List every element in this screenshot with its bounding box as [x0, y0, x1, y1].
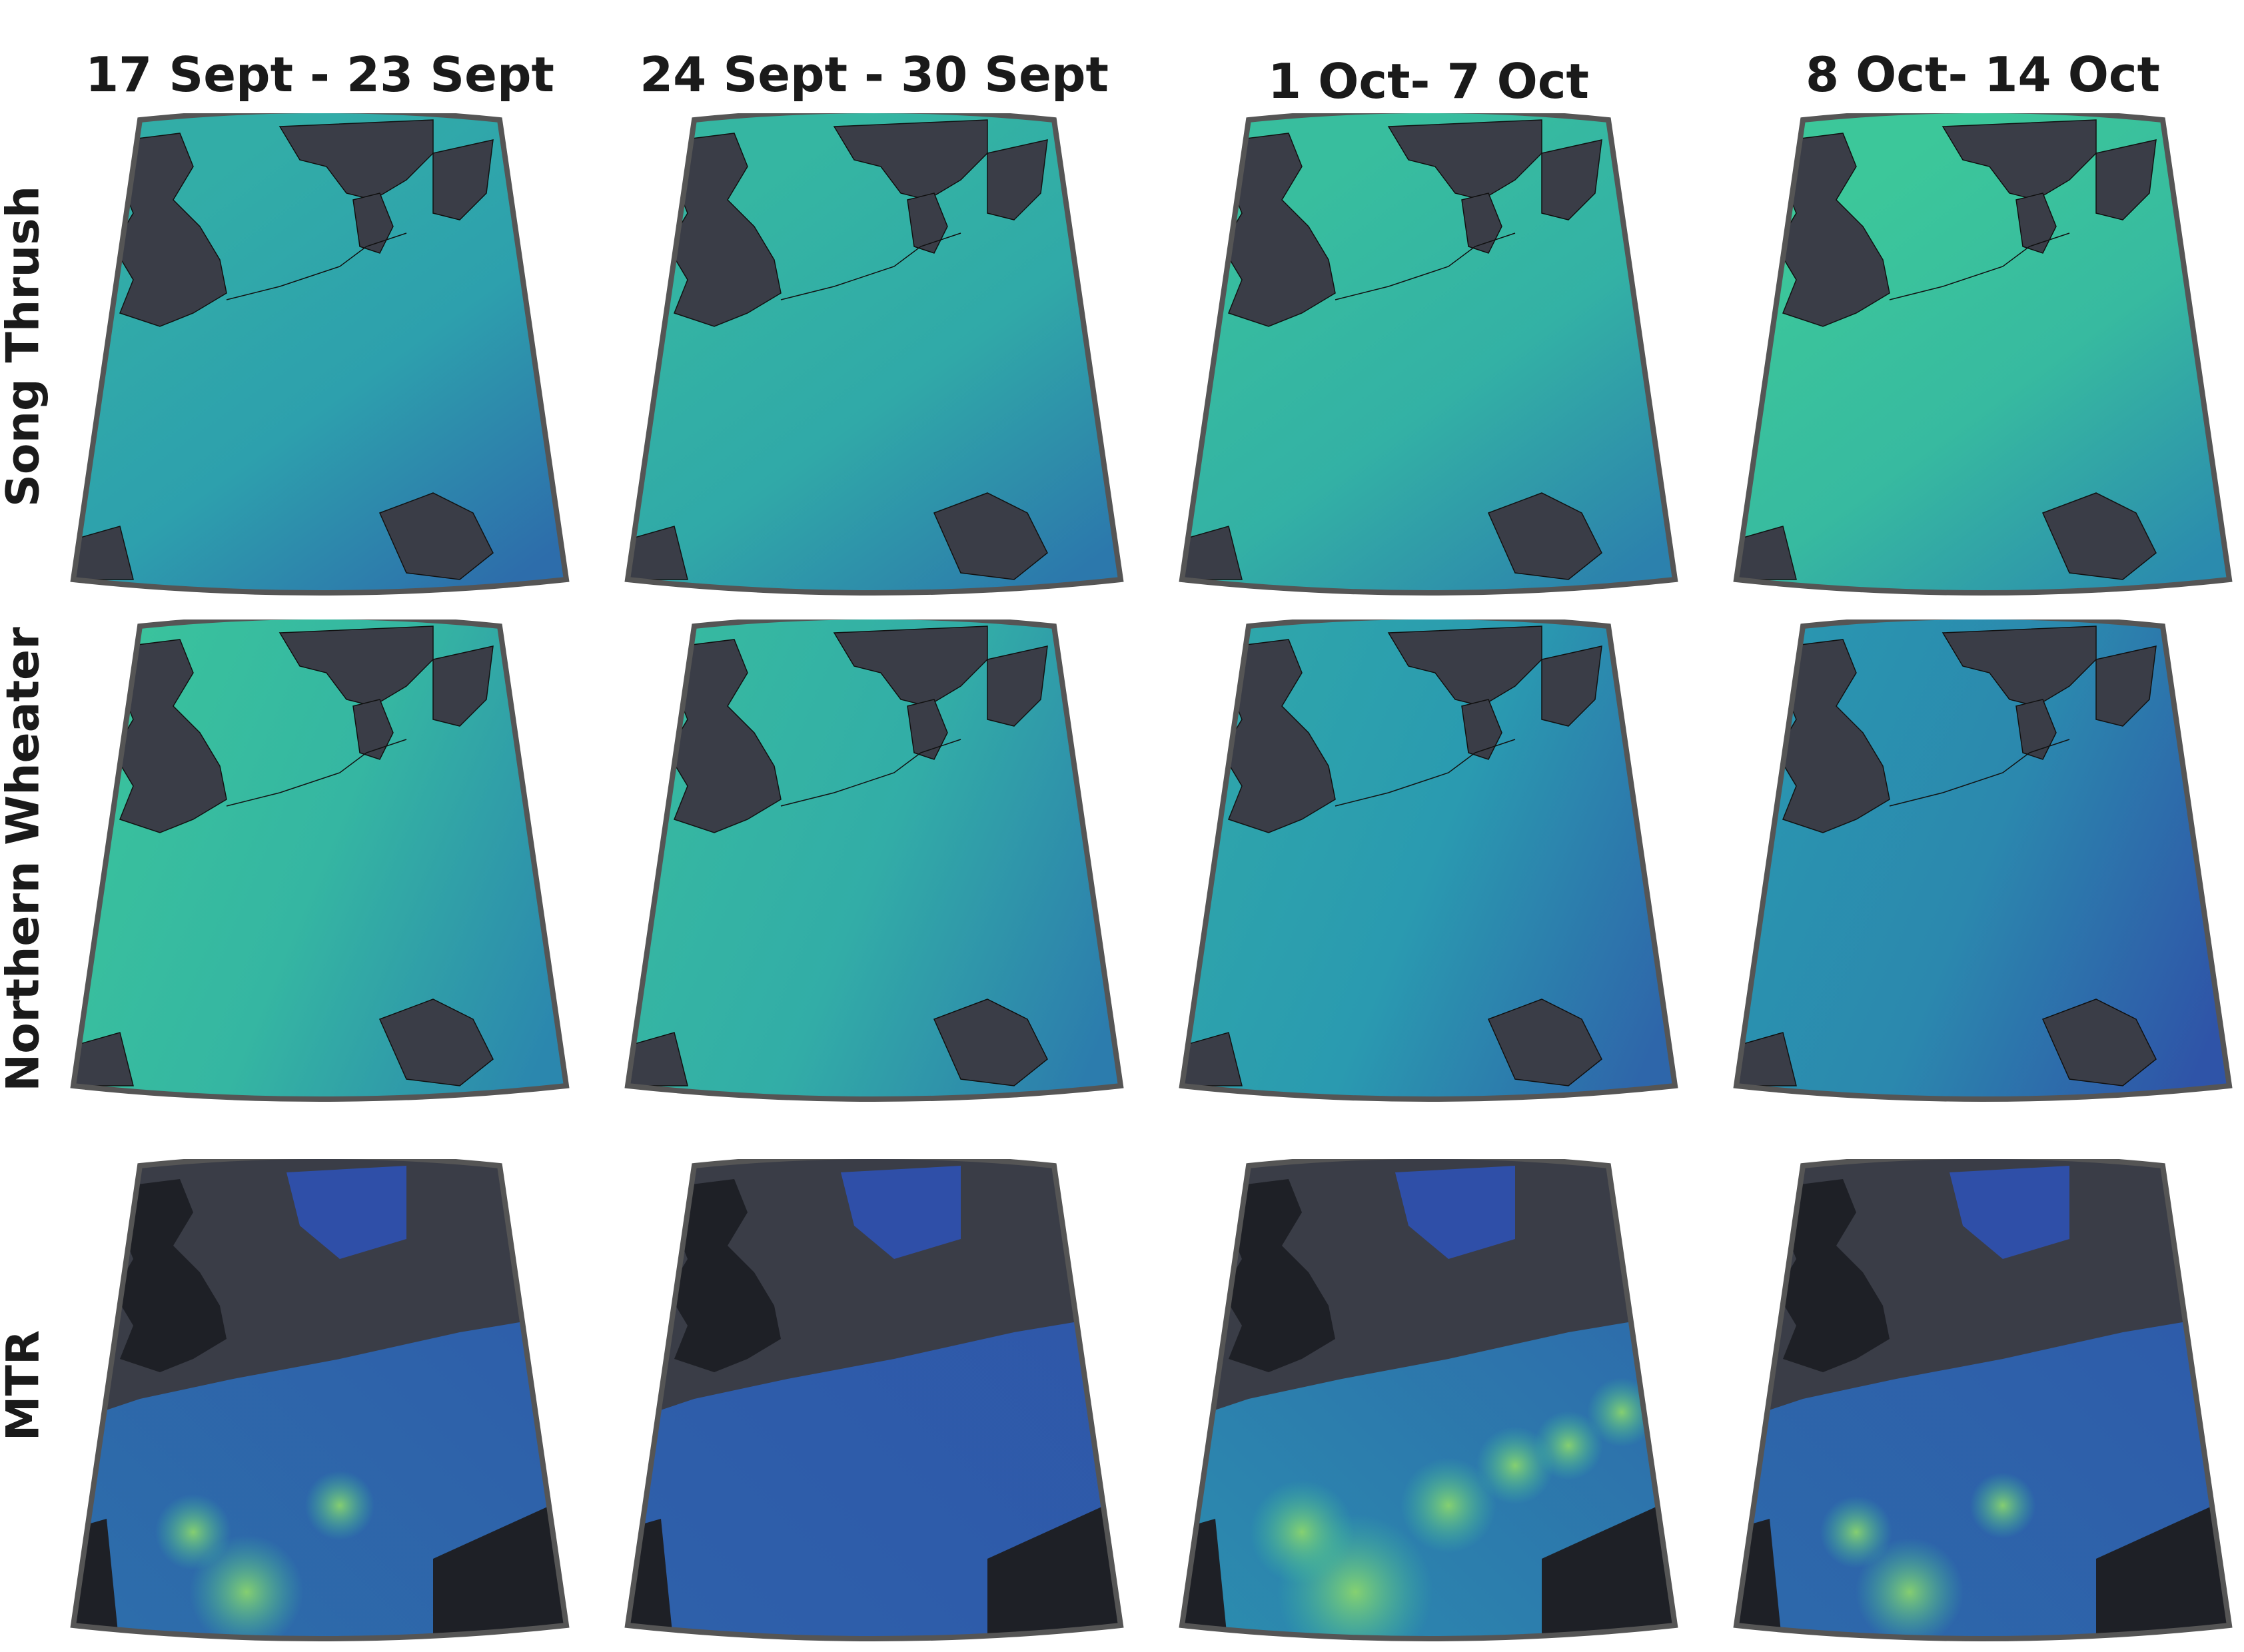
map-panel [1723, 620, 2243, 1112]
sea-region [1950, 1166, 2069, 1259]
hotspot [1820, 1496, 1892, 1568]
land-mask [1741, 705, 1784, 787]
land-mask [1741, 199, 1784, 280]
map-svg [1179, 1159, 1678, 1641]
map-svg [624, 620, 1124, 1102]
land-mask [1541, 139, 1602, 220]
map-frame [1179, 113, 1678, 596]
land-mask [78, 199, 121, 280]
land-mask [1182, 1032, 1243, 1086]
coastline [780, 232, 961, 300]
land-silhouette [1222, 1179, 1335, 1372]
land-mask [1487, 492, 1602, 580]
hotspot [1969, 1472, 2036, 1539]
land-mask [987, 139, 1048, 220]
map-panel [60, 620, 580, 1112]
land-mask [1487, 999, 1602, 1086]
map-svg [1179, 620, 1678, 1102]
column-title: 17 Sept - 23 Sept [85, 47, 554, 103]
map-frame [1733, 113, 2233, 596]
land-mask [2041, 999, 2157, 1086]
land-silhouette [113, 1179, 227, 1372]
land-silhouette [668, 1179, 781, 1372]
hotspot [1534, 1411, 1603, 1480]
map-frame [1179, 620, 1678, 1102]
map-panel [1723, 1159, 2243, 1652]
map-frame [70, 113, 570, 596]
map-svg [624, 1159, 1124, 1641]
map-panel [1169, 113, 1688, 606]
map-svg [70, 620, 570, 1102]
map-svg [70, 113, 570, 596]
sea-region [1395, 1166, 1515, 1259]
map-svg [1179, 113, 1678, 596]
map-panel [614, 1159, 1134, 1652]
land-mask [2095, 139, 2157, 220]
coastline [1335, 739, 1516, 807]
land-mask [987, 645, 1048, 727]
land-mask [1541, 645, 1602, 727]
land-mask [1182, 526, 1243, 580]
land-mask [933, 492, 1048, 580]
coastline [1335, 232, 1516, 300]
map-frame [624, 113, 1124, 596]
column-titles: 17 Sept - 23 Sept 24 Sept - 30 Sept 1 Oct-… [85, 47, 2160, 109]
land-mask [378, 492, 494, 580]
hotspot [1401, 1457, 1496, 1553]
land-mask [628, 1032, 688, 1086]
map-panel [60, 113, 580, 606]
land-mask [1187, 705, 1229, 787]
column-title: 1 Oct- 7 Oct [1268, 53, 1589, 109]
land-mask [1736, 526, 1797, 580]
map-panel [1169, 1159, 1688, 1652]
land-mask [378, 999, 494, 1086]
map-panel [614, 113, 1134, 606]
land-mask [73, 1032, 134, 1086]
map-frame [70, 620, 570, 1102]
land-silhouette [1776, 1179, 1890, 1372]
coastline [780, 739, 961, 807]
map-panel [1169, 620, 1688, 1112]
coastline [226, 739, 407, 807]
land-mask [632, 199, 675, 280]
land-mask [432, 139, 494, 220]
column-title: 8 Oct- 14 Oct [1806, 47, 2160, 103]
map-panel [1723, 113, 2243, 606]
land-mask [1736, 1032, 1797, 1086]
sea-region [841, 1166, 961, 1259]
map-svg [1733, 620, 2233, 1102]
map-grid [60, 113, 2243, 1641]
land-mask [628, 526, 688, 580]
map-panel [60, 1159, 580, 1652]
hotspot [1250, 1480, 1354, 1584]
land-mask [632, 705, 675, 787]
land-mask [432, 645, 494, 727]
coastline [1889, 232, 2070, 300]
land-mask [2095, 645, 2157, 727]
hotspot [155, 1494, 231, 1570]
map-svg [624, 113, 1124, 596]
coastline [1889, 739, 2070, 807]
map-svg [70, 1159, 570, 1641]
hotspot [304, 1470, 375, 1541]
map-panel [614, 620, 1134, 1112]
map-frame [1733, 620, 2233, 1102]
map-svg [1733, 1159, 2233, 1641]
sea-region [286, 1166, 406, 1259]
column-title: 24 Sept - 30 Sept [640, 47, 1109, 103]
map-svg [1733, 113, 2233, 596]
map-frame [624, 620, 1124, 1102]
land-mask [933, 999, 1048, 1086]
land-mask [73, 526, 134, 580]
coastline [226, 232, 407, 300]
land-mask [1187, 199, 1229, 280]
land-mask [78, 705, 121, 787]
land-mask [2041, 492, 2157, 580]
